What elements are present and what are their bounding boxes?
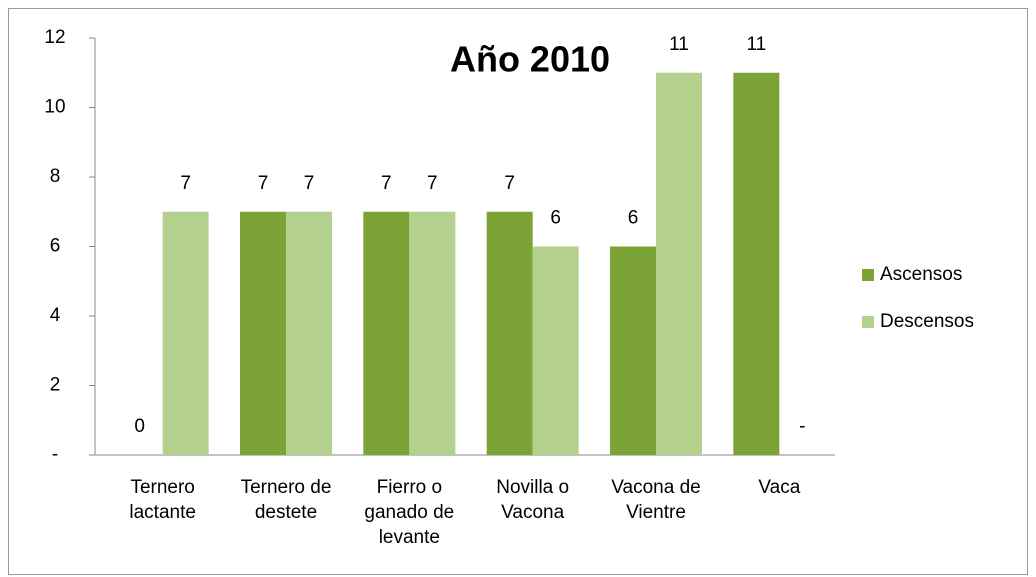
data-label: 6: [628, 208, 639, 229]
bar: [240, 211, 286, 455]
data-label: 11: [669, 34, 689, 55]
bar: [532, 246, 579, 455]
y-tick-label: 4: [50, 305, 61, 326]
data-label: 7: [381, 173, 392, 194]
bar: [656, 72, 702, 455]
bar: [610, 246, 656, 455]
data-label: 7: [304, 173, 315, 194]
y-tick-label: 10: [44, 97, 65, 118]
data-label: 6: [550, 208, 561, 229]
data-label: -: [799, 416, 805, 437]
data-label: 7: [180, 173, 191, 194]
data-label: 7: [504, 173, 515, 194]
data-label: 11: [746, 34, 766, 55]
data-label: 0: [134, 416, 145, 437]
data-label: 7: [427, 173, 438, 194]
y-tick-label: -: [52, 444, 58, 465]
legend-label: Descensos: [880, 311, 974, 332]
chart-title: Año 2010: [450, 39, 610, 80]
bar: [733, 72, 780, 455]
data-label: 7: [258, 173, 269, 194]
y-tick-label: 12: [44, 27, 65, 48]
legend-swatch: [862, 316, 874, 328]
y-tick-label: 6: [50, 236, 61, 257]
y-tick-label: 8: [50, 166, 61, 187]
x-tick-label: Vaca: [758, 477, 801, 498]
bar: [162, 211, 209, 455]
legend-label: Ascensos: [880, 264, 962, 285]
bar: [286, 211, 332, 455]
bar: [363, 211, 410, 455]
y-tick-label: 2: [50, 375, 61, 396]
bar: [486, 211, 533, 455]
legend-swatch: [862, 269, 874, 281]
x-tick-label: Vacona de Vientre: [611, 477, 701, 523]
x-tick-label: Novilla o Vacona: [496, 477, 570, 523]
bar: [409, 211, 456, 455]
x-tick-label: Fierro o ganado de levante: [364, 477, 455, 548]
x-tick-label: Ternero de destete: [240, 477, 332, 523]
x-tick-label: Ternero lactante: [129, 477, 196, 523]
